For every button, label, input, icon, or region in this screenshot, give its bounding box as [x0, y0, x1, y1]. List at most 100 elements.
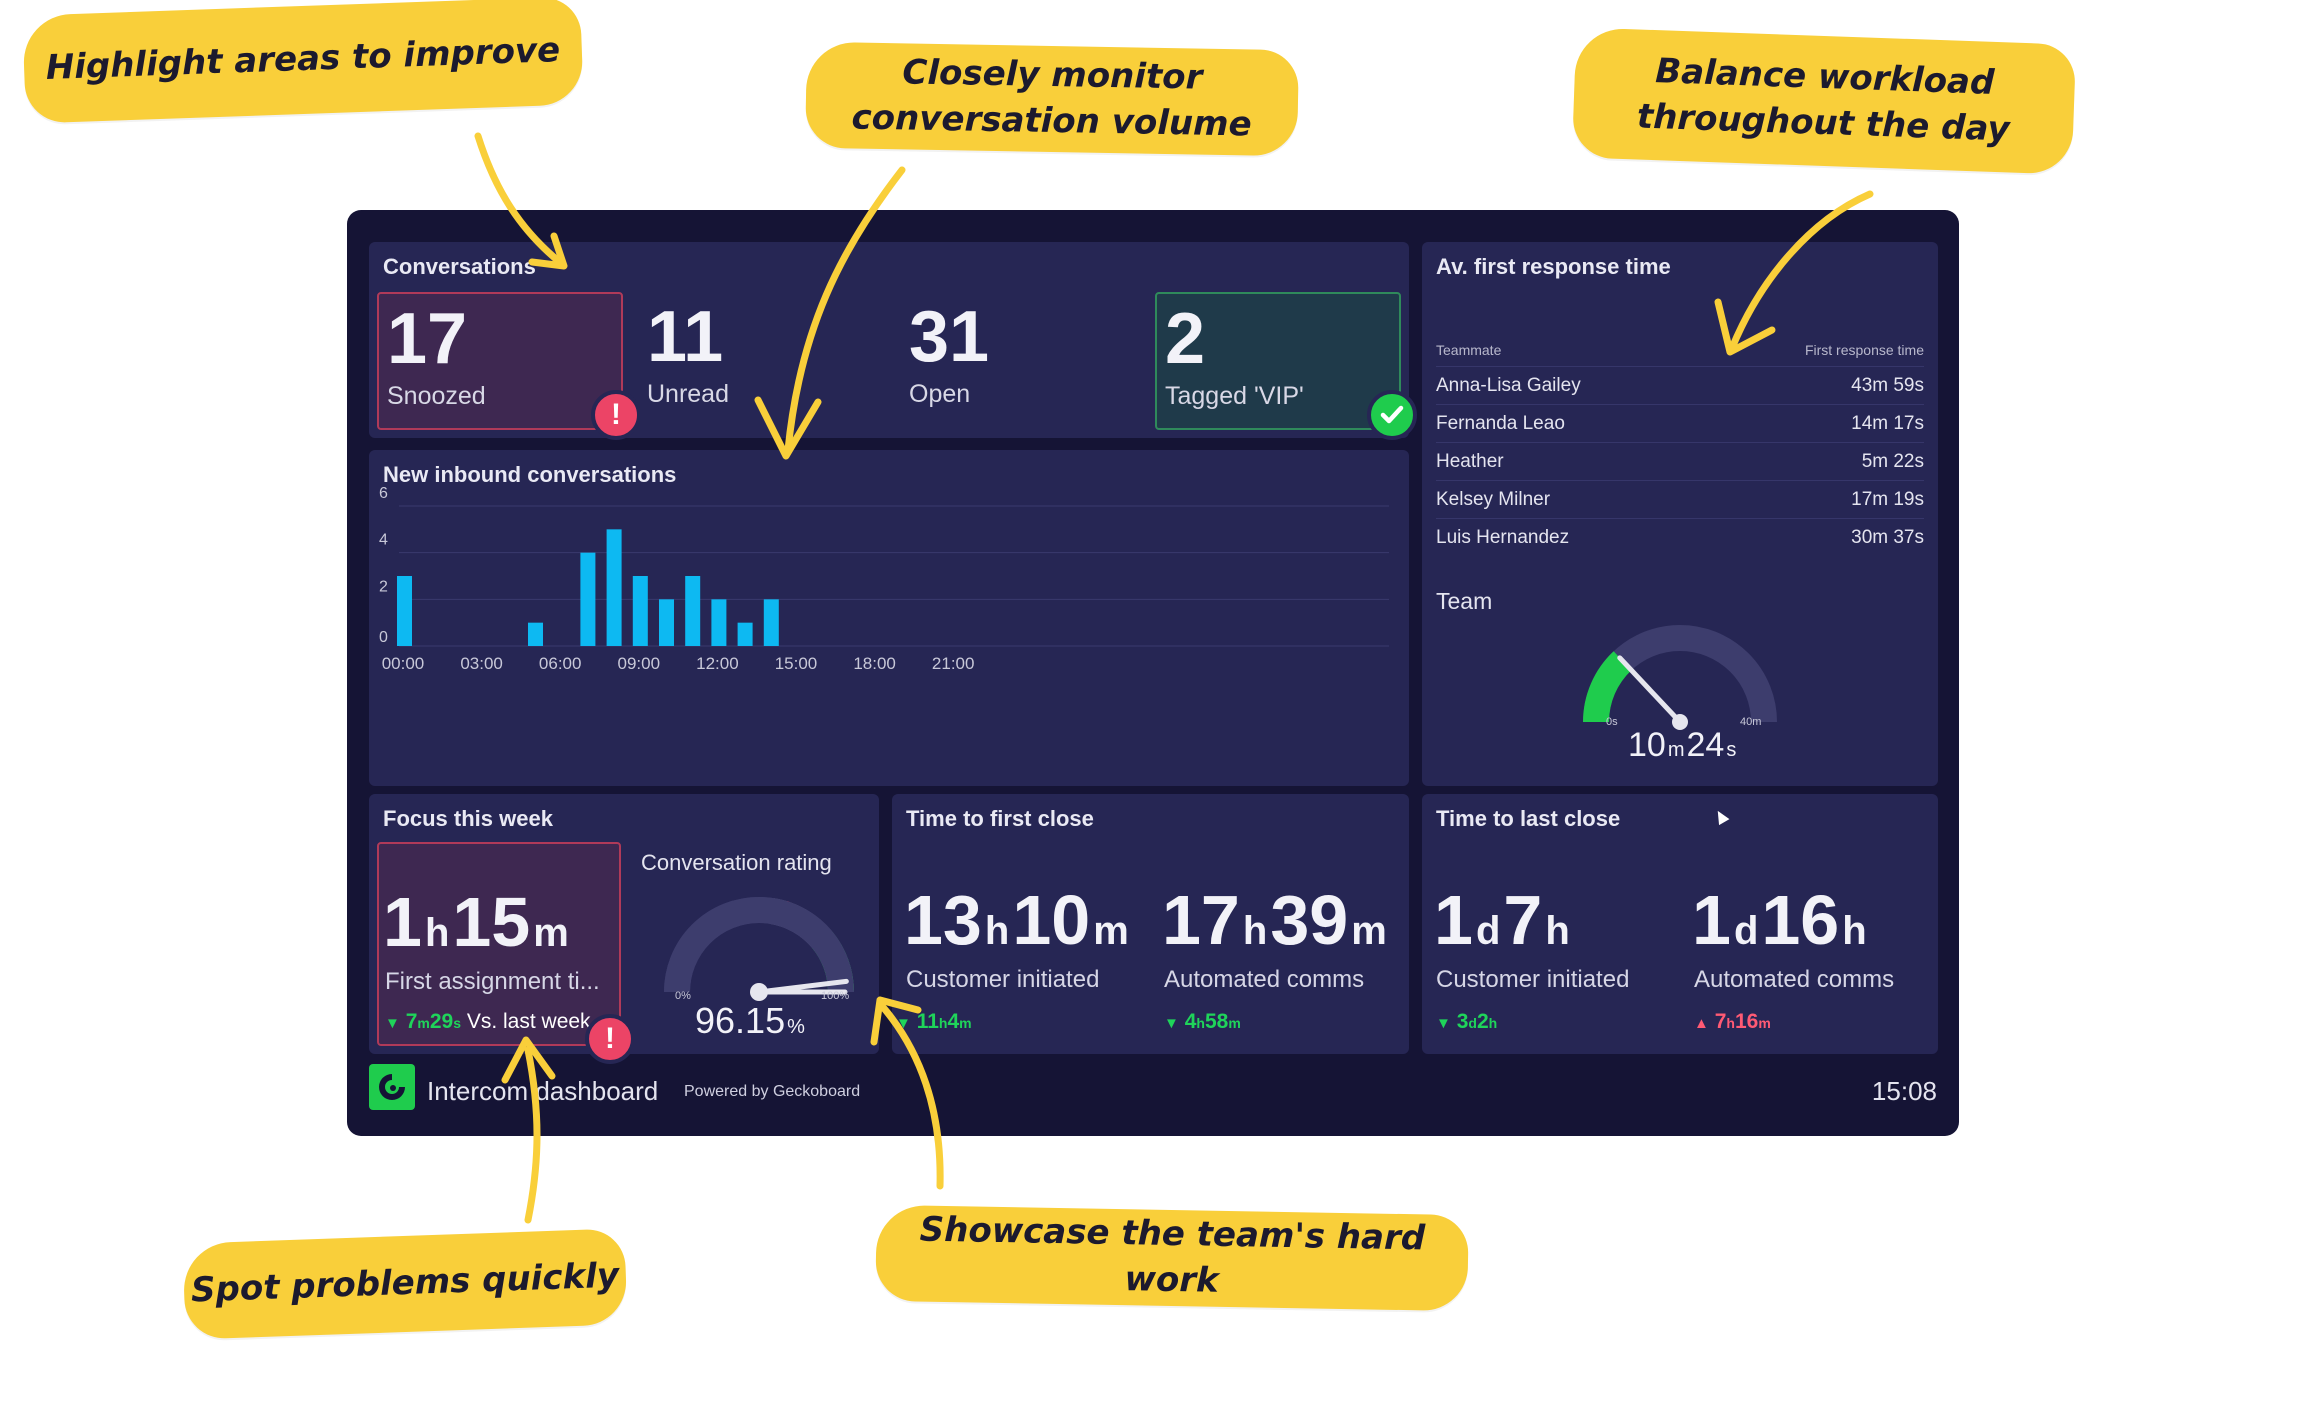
- rating-pivot: [750, 983, 768, 1001]
- inbound-bar-chart: 0 2 4 6 00:00 03:00 06:00 09:00 12:00 15:00 18:00 2…: [379, 485, 1389, 673]
- down-arrow-icon: ▼: [896, 1015, 911, 1032]
- chart-bar[interactable]: [397, 576, 412, 646]
- response-time-panel: Av. first response time Teammate First r…: [1422, 242, 1938, 786]
- table-row: Kelsey Milner 17m 19s: [1436, 480, 1924, 518]
- teammate-name: Luis Hernandez: [1436, 526, 1570, 548]
- response-time-value: 14m 17s: [1851, 412, 1924, 434]
- gauge-fill: [1583, 651, 1632, 723]
- teammate-column-header: Teammate: [1436, 342, 1502, 358]
- inbound-chart-panel: New inbound conversations 0 2 4 6 00:00 03:00…: [369, 450, 1409, 786]
- conversations-panel: Conversations 17 Snoozed ! 11 Unread 31 …: [369, 242, 1417, 440]
- x-tick-label: 09:00: [618, 654, 661, 673]
- stat-snoozed[interactable]: 17 Snoozed !: [377, 292, 641, 440]
- mouse-cursor-icon: [1712, 807, 1730, 826]
- clock-time: 15:08: [1871, 1076, 1937, 1106]
- teammate-name: Anna-Lisa Gailey: [1436, 374, 1581, 396]
- chart-bar[interactable]: [711, 599, 727, 646]
- first-close-title: Time to first close: [906, 806, 1094, 831]
- response-time-value: 30m 37s: [1851, 526, 1924, 548]
- chart-bar[interactable]: [580, 552, 596, 646]
- chart-bar[interactable]: [606, 529, 622, 646]
- response-time-value: 5m 22s: [1861, 450, 1924, 472]
- snoozed-label: Snoozed: [387, 382, 486, 410]
- first-close-customer-label: Customer initiated: [906, 966, 1100, 993]
- rating-gauge-max: 100%: [821, 990, 850, 1002]
- chart-bar[interactable]: [528, 622, 543, 646]
- team-gauge-max: 40m: [1740, 716, 1762, 728]
- first-assignment-label: First assignment ti...: [385, 968, 600, 995]
- x-tick-label: 15:00: [775, 654, 818, 673]
- teammate-name: Heather: [1436, 450, 1504, 472]
- snoozed-value: 17: [387, 299, 468, 379]
- first-assignment-delta: ▼ 7m29s Vs. last week: [385, 1010, 591, 1033]
- alert-icon: !: [585, 1014, 635, 1064]
- vip-label: Tagged 'VIP': [1165, 382, 1304, 410]
- gauge-needle: [1617, 655, 1683, 725]
- last-close-automated-label: Automated comms: [1694, 966, 1895, 993]
- chart-bar[interactable]: [737, 622, 753, 646]
- callout-balance-workload: Balance workload throughout the day: [1571, 27, 2077, 175]
- x-tick-label: 12:00: [696, 654, 739, 673]
- stat-open[interactable]: 31 Open: [901, 292, 1147, 430]
- table-row: Fernanda Leao 14m 17s: [1436, 404, 1924, 442]
- last-close-title: Time to last close: [1436, 806, 1621, 831]
- y-tick-label: 0: [379, 629, 388, 646]
- first-assignment-card[interactable]: 1h15m First assignment ti... ▼ 7m29s Vs.…: [377, 842, 635, 1064]
- intercom-dashboard: Conversations 17 Snoozed ! 11 Unread 31 …: [347, 210, 1959, 1136]
- rating-needle: [756, 978, 849, 995]
- callout-spot-problems: Spot problems quickly: [182, 1228, 628, 1340]
- chart-bar[interactable]: [659, 599, 674, 646]
- teammate-name: Fernanda Leao: [1436, 412, 1565, 434]
- open-label: Open: [909, 380, 971, 408]
- x-tick-label: 03:00: [460, 654, 503, 673]
- team-response-gauge: [1583, 625, 1777, 730]
- conversations-title: Conversations: [383, 254, 536, 279]
- last-close-customer-label: Customer initiated: [1436, 966, 1630, 993]
- team-label: Team: [1436, 588, 1493, 614]
- table-row: Heather 5m 22s: [1436, 442, 1924, 480]
- table-row: Luis Hernandez 30m 37s: [1436, 518, 1924, 556]
- first-close-customer-value: 13h10m: [904, 881, 1129, 959]
- chart-bar[interactable]: [632, 576, 648, 646]
- y-tick-label: 2: [379, 578, 388, 595]
- stat-unread[interactable]: 11 Unread: [639, 292, 885, 430]
- focus-title: Focus this week: [383, 806, 553, 831]
- x-tick-label: 21:00: [932, 654, 975, 673]
- inbound-chart-title: New inbound conversations: [383, 462, 677, 487]
- y-tick-label: 4: [379, 532, 388, 549]
- y-tick-label: 6: [379, 485, 388, 502]
- response-time-title: Av. first response time: [1436, 254, 1671, 279]
- unread-label: Unread: [647, 380, 729, 408]
- open-value: 31: [909, 297, 990, 377]
- last-close-automated-value: 1d16h: [1692, 881, 1867, 959]
- callout-highlight-areas: Highlight areas to improve: [22, 0, 584, 124]
- stat-tagged-vip[interactable]: 2 Tagged 'VIP': [1155, 292, 1417, 440]
- last-close-panel: Time to last close 1d7h Customer initiat…: [1422, 794, 1938, 1054]
- response-table-header: Teammate First response time: [1436, 342, 1924, 358]
- gauge-pivot: [1672, 714, 1688, 730]
- unread-value: 11: [647, 297, 724, 377]
- x-tick-label: 06:00: [539, 654, 582, 673]
- check-icon: [1367, 390, 1417, 440]
- rating-value: 96.15%: [695, 1000, 805, 1041]
- powered-by-label: Powered by Geckoboard: [684, 1083, 861, 1100]
- first-close-customer-delta: ▼ 11h4m: [896, 1010, 972, 1033]
- rating-gauge-min: 0%: [675, 990, 691, 1002]
- chart-bar[interactable]: [685, 576, 701, 646]
- conversation-rating-title: Conversation rating: [641, 850, 832, 875]
- first-assignment-value: 1h15m: [383, 883, 569, 961]
- down-arrow-icon: ▼: [1164, 1015, 1179, 1032]
- last-close-customer-value: 1d7h: [1434, 881, 1570, 959]
- team-gauge-min: 0s: [1606, 716, 1618, 728]
- response-time-value: 43m 59s: [1851, 374, 1924, 396]
- x-tick-label: 00:00: [382, 654, 425, 673]
- chart-bar[interactable]: [763, 599, 779, 646]
- gauge-fill: [664, 897, 854, 993]
- callout-monitor-volume: Closely monitor conversation volume: [805, 41, 1299, 157]
- callout-showcase-work: Showcase the team's hard work: [875, 1204, 1469, 1312]
- up-arrow-icon: ▲: [1694, 1015, 1709, 1032]
- alert-icon: !: [591, 390, 641, 440]
- teammate-name: Kelsey Milner: [1436, 488, 1551, 510]
- down-arrow-icon: ▼: [385, 1015, 400, 1032]
- first-close-panel: Time to first close 13h10m Customer init…: [892, 794, 1409, 1054]
